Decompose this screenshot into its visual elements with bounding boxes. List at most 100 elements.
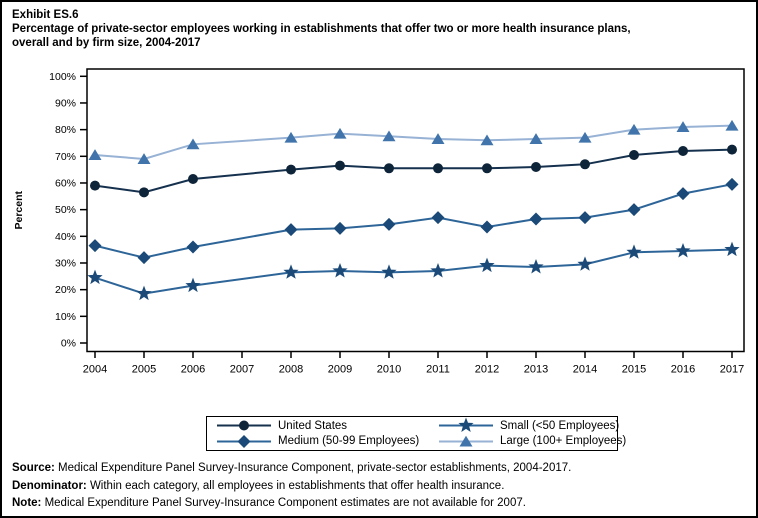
x-tick-label: 2016 bbox=[671, 364, 695, 376]
legend-entry-large-100-employees: Large (100+ Employees) bbox=[437, 434, 626, 449]
marker-united-states-2013 bbox=[531, 161, 541, 172]
marker-united-states-2011 bbox=[433, 163, 443, 174]
y-tick-label: 30% bbox=[55, 257, 76, 269]
marker-small-50-employees-2016 bbox=[675, 242, 691, 258]
chart-header: Exhibit ES.6 Percentage of private-secto… bbox=[12, 8, 748, 50]
legend-entry-medium-50-99-employees: Medium (50-99 Employees) bbox=[215, 434, 437, 449]
y-tick-label: 50% bbox=[55, 204, 76, 216]
legend-label: United States bbox=[278, 419, 348, 432]
marker-small-50-employees-2009 bbox=[332, 262, 348, 278]
legend-label: Medium (50-99 Employees) bbox=[278, 435, 420, 448]
marker-small-50-employees-2013 bbox=[528, 258, 544, 274]
x-tick-label: 2010 bbox=[377, 364, 401, 376]
marker-medium-50-99-employees-2016 bbox=[676, 187, 690, 201]
exhibit-label: Exhibit ES.6 bbox=[12, 9, 79, 21]
marker-medium-50-99-employees-2009 bbox=[333, 221, 347, 235]
legend-marker-united-states bbox=[239, 420, 249, 431]
footnote-source: Source: Medical Expenditure Panel Survey… bbox=[12, 460, 750, 478]
footnote-prefix: Source: bbox=[12, 462, 55, 474]
marker-small-50-employees-2005 bbox=[136, 285, 152, 301]
footnote-text: Medical Expenditure Panel Survey-Insuran… bbox=[54, 462, 572, 474]
marker-united-states-2008 bbox=[286, 164, 296, 175]
y-tick-label: 20% bbox=[55, 284, 76, 296]
legend-marker-circle-icon bbox=[217, 420, 271, 431]
marker-small-50-employees-2010 bbox=[381, 264, 397, 279]
legend-marker-diamond-icon bbox=[217, 434, 271, 448]
y-axis-title: Percent bbox=[13, 190, 25, 229]
marker-medium-50-99-employees-2006 bbox=[186, 240, 200, 254]
footnote-prefix: Denominator: bbox=[12, 479, 87, 492]
legend-marker-large-100-employees bbox=[459, 435, 473, 447]
marker-small-50-employees-2014 bbox=[577, 256, 593, 271]
legend-entry-small-50-employees: Small (<50 Employees) bbox=[437, 417, 626, 433]
x-tick-label: 2005 bbox=[132, 364, 156, 376]
y-tick-label: 100% bbox=[49, 71, 76, 83]
footnote-text: Medical Expenditure Panel Survey-Insuran… bbox=[41, 497, 526, 509]
chart-title-line-1: Percentage of private-sector employees w… bbox=[12, 23, 631, 35]
marker-small-50-employees-2015 bbox=[626, 244, 642, 259]
marker-medium-50-99-employees-2005 bbox=[137, 251, 151, 265]
marker-large-100-employees-2009 bbox=[333, 127, 347, 139]
x-tick-label: 2017 bbox=[720, 364, 744, 376]
legend-marker-medium-50-99-employees bbox=[237, 434, 251, 448]
footnote-denominator: Denominator: Within each category, all e… bbox=[12, 478, 750, 496]
marker-united-states-2017 bbox=[727, 144, 737, 155]
marker-united-states-2004 bbox=[90, 180, 100, 191]
marker-medium-50-99-employees-2015 bbox=[627, 203, 641, 217]
footnote-prefix: Note: bbox=[12, 497, 42, 509]
marker-medium-50-99-employees-2014 bbox=[578, 211, 592, 225]
marker-large-100-employees-2012 bbox=[480, 134, 494, 146]
marker-small-50-employees-2006 bbox=[185, 277, 201, 293]
marker-large-100-employees-2013 bbox=[529, 133, 543, 144]
marker-large-100-employees-2008 bbox=[284, 131, 298, 143]
marker-large-100-employees-2014 bbox=[578, 131, 592, 143]
x-tick-label: 2007 bbox=[230, 364, 254, 376]
legend-marker-star-icon bbox=[439, 417, 493, 433]
marker-large-100-employees-2005 bbox=[137, 153, 151, 164]
marker-medium-50-99-employees-2012 bbox=[480, 220, 494, 234]
x-tick-label: 2004 bbox=[83, 364, 107, 376]
legend-label: Large (100+ Employees) bbox=[500, 435, 627, 448]
x-tick-label: 2013 bbox=[524, 364, 548, 376]
y-tick-label: 10% bbox=[55, 311, 76, 323]
marker-large-100-employees-2016 bbox=[676, 121, 690, 132]
y-tick-label: 70% bbox=[55, 151, 76, 163]
marker-medium-50-99-employees-2013 bbox=[529, 212, 543, 226]
plot-area-border bbox=[86, 68, 745, 353]
marker-united-states-2012 bbox=[482, 163, 492, 174]
marker-united-states-2006 bbox=[188, 173, 198, 184]
line-chart: 0% 10% 20% 30% 40% 50% 60% 70% 80% 90% 100% 2004 200… bbox=[13, 68, 745, 376]
legend-marker-triangle-icon bbox=[439, 435, 493, 447]
marker-large-100-employees-2010 bbox=[382, 130, 396, 142]
y-tick-label: 60% bbox=[55, 177, 76, 189]
y-tick-label: 40% bbox=[55, 231, 76, 243]
y-tick-label: 90% bbox=[55, 97, 76, 109]
x-tick-label: 2011 bbox=[426, 364, 450, 376]
x-tick-label: 2009 bbox=[328, 364, 352, 376]
footnote-note: Note: Medical Expenditure Panel Survey-I… bbox=[12, 495, 750, 513]
marker-small-50-employees-2017 bbox=[724, 241, 740, 257]
marker-medium-50-99-employees-2017 bbox=[725, 177, 739, 191]
marker-large-100-employees-2017 bbox=[725, 119, 739, 131]
marker-united-states-2016 bbox=[678, 145, 688, 156]
marker-medium-50-99-employees-2008 bbox=[284, 223, 298, 237]
x-tick-label: 2015 bbox=[622, 364, 646, 376]
legend-label: Small (<50 Employees) bbox=[500, 419, 620, 432]
marker-united-states-2005 bbox=[139, 187, 149, 198]
chart-footnotes: Source: Medical Expenditure Panel Survey… bbox=[12, 460, 750, 513]
footnote-text: Within each category, all employees in e… bbox=[86, 479, 505, 492]
x-tick-label: 2014 bbox=[573, 364, 597, 376]
marker-small-50-employees-2012 bbox=[479, 257, 495, 273]
legend-entry-united-states: United States bbox=[215, 418, 437, 433]
chart-title-line-2: overall and by firm size, 2004-2017 bbox=[12, 37, 201, 49]
x-tick-label: 2006 bbox=[181, 364, 205, 376]
marker-large-100-employees-2006 bbox=[186, 138, 200, 150]
marker-united-states-2010 bbox=[384, 163, 394, 174]
marker-medium-50-99-employees-2010 bbox=[382, 217, 396, 231]
marker-small-50-employees-2008 bbox=[283, 264, 299, 279]
marker-large-100-employees-2011 bbox=[431, 133, 445, 144]
marker-united-states-2009 bbox=[335, 160, 345, 171]
legend-marker-small-50-employees bbox=[458, 417, 474, 433]
x-tick-label: 2008 bbox=[279, 364, 303, 376]
